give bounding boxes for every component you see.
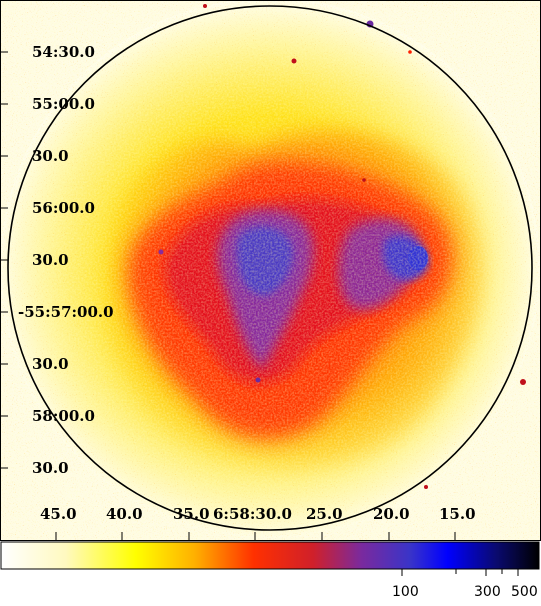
- ra-label: 25.0: [306, 505, 343, 523]
- dec-label: -55:57:00.0: [18, 303, 114, 321]
- colorbar: 100 300 500: [0, 541, 541, 602]
- colorbar-tick-label: 300: [474, 584, 501, 600]
- ra-label: 6:58:30.0: [213, 505, 292, 523]
- colorbar-tick-label: 100: [392, 584, 419, 600]
- sky-image-panel: 54:30.0 55:00.0 30.0 56:00.0 30.0 -55:57…: [0, 0, 541, 541]
- colorbar-ticks: [401, 569, 519, 576]
- extraction-region-circle: [7, 5, 533, 531]
- ra-axis-labels: 45.0 40.0 35.0 6:58:30.0 25.0 20.0 15.0: [40, 505, 476, 523]
- x-ray-emission-image: [0, 0, 541, 541]
- ra-axis-ticks: [55, 532, 456, 541]
- dec-label: 56:00.0: [32, 199, 95, 217]
- dec-label: 30.0: [32, 459, 69, 477]
- ra-label: 20.0: [373, 505, 410, 523]
- dec-label: 55:00.0: [32, 95, 95, 113]
- colorbar-gradient: [0, 541, 540, 570]
- dec-label: 58:00.0: [32, 407, 95, 425]
- dec-label: 30.0: [32, 251, 69, 269]
- colorbar-tick-label: 500: [511, 584, 538, 600]
- dec-axis-ticks: [0, 51, 8, 469]
- dec-label: 30.0: [32, 147, 69, 165]
- dec-label: 54:30.0: [32, 43, 95, 61]
- ra-label: 35.0: [173, 505, 210, 523]
- dec-label: 30.0: [32, 355, 69, 373]
- ra-label: 45.0: [40, 505, 77, 523]
- dec-axis-labels: 54:30.0 55:00.0 30.0 56:00.0 30.0 -55:57…: [18, 43, 114, 477]
- ra-label: 15.0: [439, 505, 476, 523]
- ra-label: 40.0: [106, 505, 143, 523]
